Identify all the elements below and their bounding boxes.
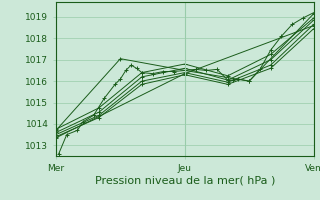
X-axis label: Pression niveau de la mer( hPa ): Pression niveau de la mer( hPa ) [95, 175, 275, 185]
